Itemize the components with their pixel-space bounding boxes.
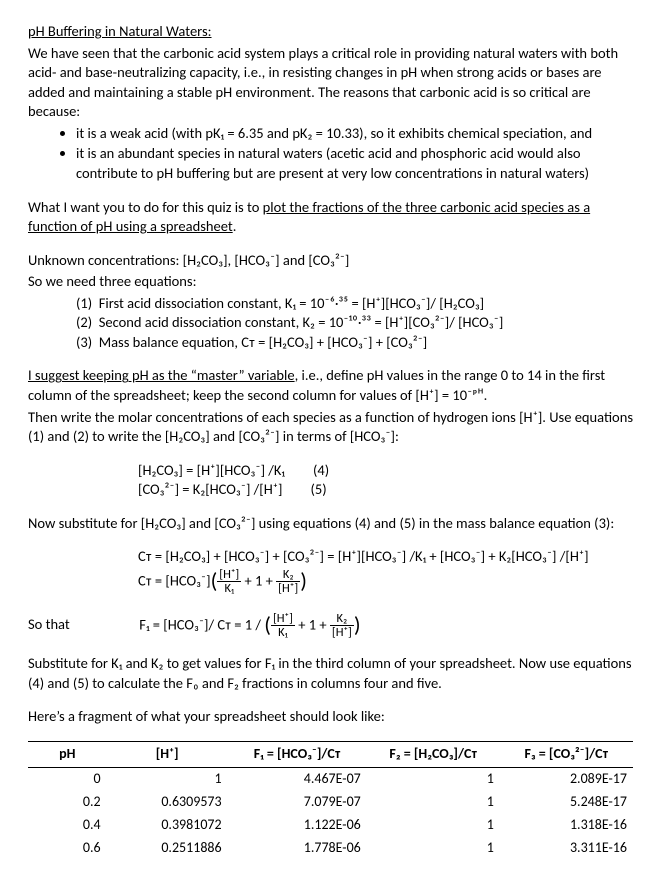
fraction: [H⁺]K₁ bbox=[271, 612, 295, 639]
table-cell: 0 bbox=[28, 767, 107, 790]
table-cell: 0.2 bbox=[28, 791, 107, 814]
need-equations-line: So we need three equations: bbox=[28, 272, 633, 292]
table-row: 014.467E-0712.089E-17 bbox=[28, 767, 633, 790]
table-cell: 2.089E-17 bbox=[500, 767, 633, 790]
so-that-section: So that F₁ = [HCO₃⁻]/ Cᴛ = 1 / ([H⁺]K₁ +… bbox=[28, 611, 633, 641]
unknowns-section: Unknown concentrations: [H₂CO₃], [HCO₃⁻]… bbox=[28, 251, 633, 353]
ct-line2: Cᴛ = [HCO₃⁻]([H⁺]K₁ + 1 + K₂[H⁺]) bbox=[138, 567, 633, 597]
task-post-text: . bbox=[233, 217, 237, 235]
fraction: K₂[H⁺] bbox=[330, 612, 354, 639]
then-paragraph: Then write the molar concentrations of e… bbox=[28, 408, 633, 447]
table-cell: 1.122E-06 bbox=[228, 814, 367, 837]
spreadsheet-table: pH [H⁺] F₁ = [HCO₃⁻]/Cᴛ F₂ = [H₂CO₃]/Cᴛ … bbox=[28, 741, 633, 859]
reasons-list: it is a weak acid (with pK₁ = 6.35 and p… bbox=[28, 124, 633, 184]
list-item: (3) Mass balance equation, Cᴛ = [H₂CO₃] … bbox=[76, 333, 633, 353]
table-cell: 0.6 bbox=[28, 837, 107, 860]
col-h: [H⁺] bbox=[107, 742, 228, 768]
page-title: pH Buffering in Natural Waters: bbox=[28, 22, 212, 40]
list-item: (2) Second acid dissociation constant, K… bbox=[76, 313, 633, 333]
fraction: [H⁺]K₁ bbox=[217, 568, 241, 595]
eq5-text: [CO₃²⁻] = K₂[HCO₃⁻] /[H⁺] bbox=[138, 480, 282, 498]
ct2-prefix: Cᴛ = [HCO₃⁻] bbox=[138, 571, 211, 589]
task-section: What I want you to do for this quiz is t… bbox=[28, 198, 633, 237]
list-item: it is an abundant species in natural wat… bbox=[76, 144, 633, 183]
table-cell: 0.2511886 bbox=[107, 837, 228, 860]
table-cell: 1 bbox=[107, 767, 228, 790]
eq-text: Mass balance equation, Cᴛ = [H₂CO₃] + [H… bbox=[99, 333, 428, 351]
equations-4-5: [H₂CO₃] = [H⁺][HCO₃⁻] /K₁ (4) [CO₃²⁻] = K… bbox=[28, 461, 633, 500]
ct-equations: Cᴛ = [H₂CO₃] + [HCO₃⁻] + [CO₃²⁻] = [H⁺][… bbox=[28, 547, 633, 596]
eq4-text: [H₂CO₃] = [H⁺][HCO₃⁻] /K₁ bbox=[138, 461, 285, 479]
master-underlined: I suggest keeping pH as the “master” var… bbox=[28, 366, 295, 384]
task-pre-text: What I want you to do for this quiz is t… bbox=[28, 198, 263, 216]
table-row: 0.20.63095737.079E-0715.248E-17 bbox=[28, 791, 633, 814]
table-row: 0.60.25118861.778E-0613.311E-16 bbox=[28, 837, 633, 860]
ct-line1: Cᴛ = [H₂CO₃] + [HCO₃⁻] + [CO₃²⁻] = [H⁺][… bbox=[138, 547, 633, 567]
col-ph: pH bbox=[28, 742, 107, 768]
substitute-text: Now substitute for [H₂CO₃] and [CO₃²⁻] u… bbox=[28, 514, 633, 534]
table-cell: 4.467E-07 bbox=[228, 767, 367, 790]
col-f3: F₃ = [CO₃²⁻]/Cᴛ bbox=[500, 742, 633, 768]
table-cell: 0.3981072 bbox=[107, 814, 228, 837]
fragment-section: Here’s a fragment of what your spreadshe… bbox=[28, 707, 633, 727]
col-f2: F₂ = [H₂CO₃]/Cᴛ bbox=[367, 742, 500, 768]
eq4-number: (4) bbox=[313, 461, 329, 481]
substitute-k-section: Substitute for K₁ and K₂ to get values f… bbox=[28, 654, 633, 693]
table-cell: 1 bbox=[367, 814, 500, 837]
col-f1: F₁ = [HCO₃⁻]/Cᴛ bbox=[228, 742, 367, 768]
table-cell: 1 bbox=[367, 791, 500, 814]
table-cell: 0.4 bbox=[28, 814, 107, 837]
substitute-section: Now substitute for [H₂CO₃] and [CO₃²⁻] u… bbox=[28, 514, 633, 534]
eq-text: Second acid dissociation constant, K₂ = … bbox=[99, 313, 504, 331]
fraction: K₂[H⁺] bbox=[276, 568, 300, 595]
table-cell: 5.248E-17 bbox=[500, 791, 633, 814]
plus-text: + 1 + bbox=[241, 571, 276, 589]
table-cell: 3.311E-16 bbox=[500, 837, 633, 860]
table-cell: 1.318E-16 bbox=[500, 814, 633, 837]
intro-paragraph: We have seen that the carbonic acid syst… bbox=[28, 44, 633, 122]
fragment-text: Here’s a fragment of what your spreadshe… bbox=[28, 707, 633, 727]
table-cell: 1 bbox=[367, 837, 500, 860]
list-item: (1) First acid dissociation constant, K₁… bbox=[76, 294, 633, 314]
so-that-label: So that bbox=[28, 615, 136, 635]
table-header-row: pH [H⁺] F₁ = [HCO₃⁻]/Cᴛ F₂ = [H₂CO₃]/Cᴛ … bbox=[28, 742, 633, 768]
eq5-number: (5) bbox=[310, 480, 326, 500]
table-cell: 0.6309573 bbox=[107, 791, 228, 814]
sub2-text: Substitute for K₁ and K₂ to get values f… bbox=[28, 654, 633, 693]
table-cell: 7.079E-07 bbox=[228, 791, 367, 814]
plus-text: + 1 + bbox=[295, 615, 330, 633]
list-item: it is a weak acid (with pK₁ = 6.35 and p… bbox=[76, 124, 633, 144]
intro-section: pH Buffering in Natural Waters: We have … bbox=[28, 22, 633, 184]
table-cell: 1 bbox=[367, 767, 500, 790]
table-cell: 1.778E-06 bbox=[228, 837, 367, 860]
table-row: 0.40.39810721.122E-0611.318E-16 bbox=[28, 814, 633, 837]
unknowns-line: Unknown concentrations: [H₂CO₃], [HCO₃⁻]… bbox=[28, 251, 633, 271]
equations-list: (1) First acid dissociation constant, K₁… bbox=[28, 294, 633, 353]
eq-text: First acid dissociation constant, K₁ = 1… bbox=[99, 294, 484, 312]
master-variable-section: I suggest keeping pH as the “master” var… bbox=[28, 366, 633, 446]
f1-prefix: F₁ = [HCO₃⁻]/ Cᴛ = 1 / bbox=[139, 615, 264, 633]
